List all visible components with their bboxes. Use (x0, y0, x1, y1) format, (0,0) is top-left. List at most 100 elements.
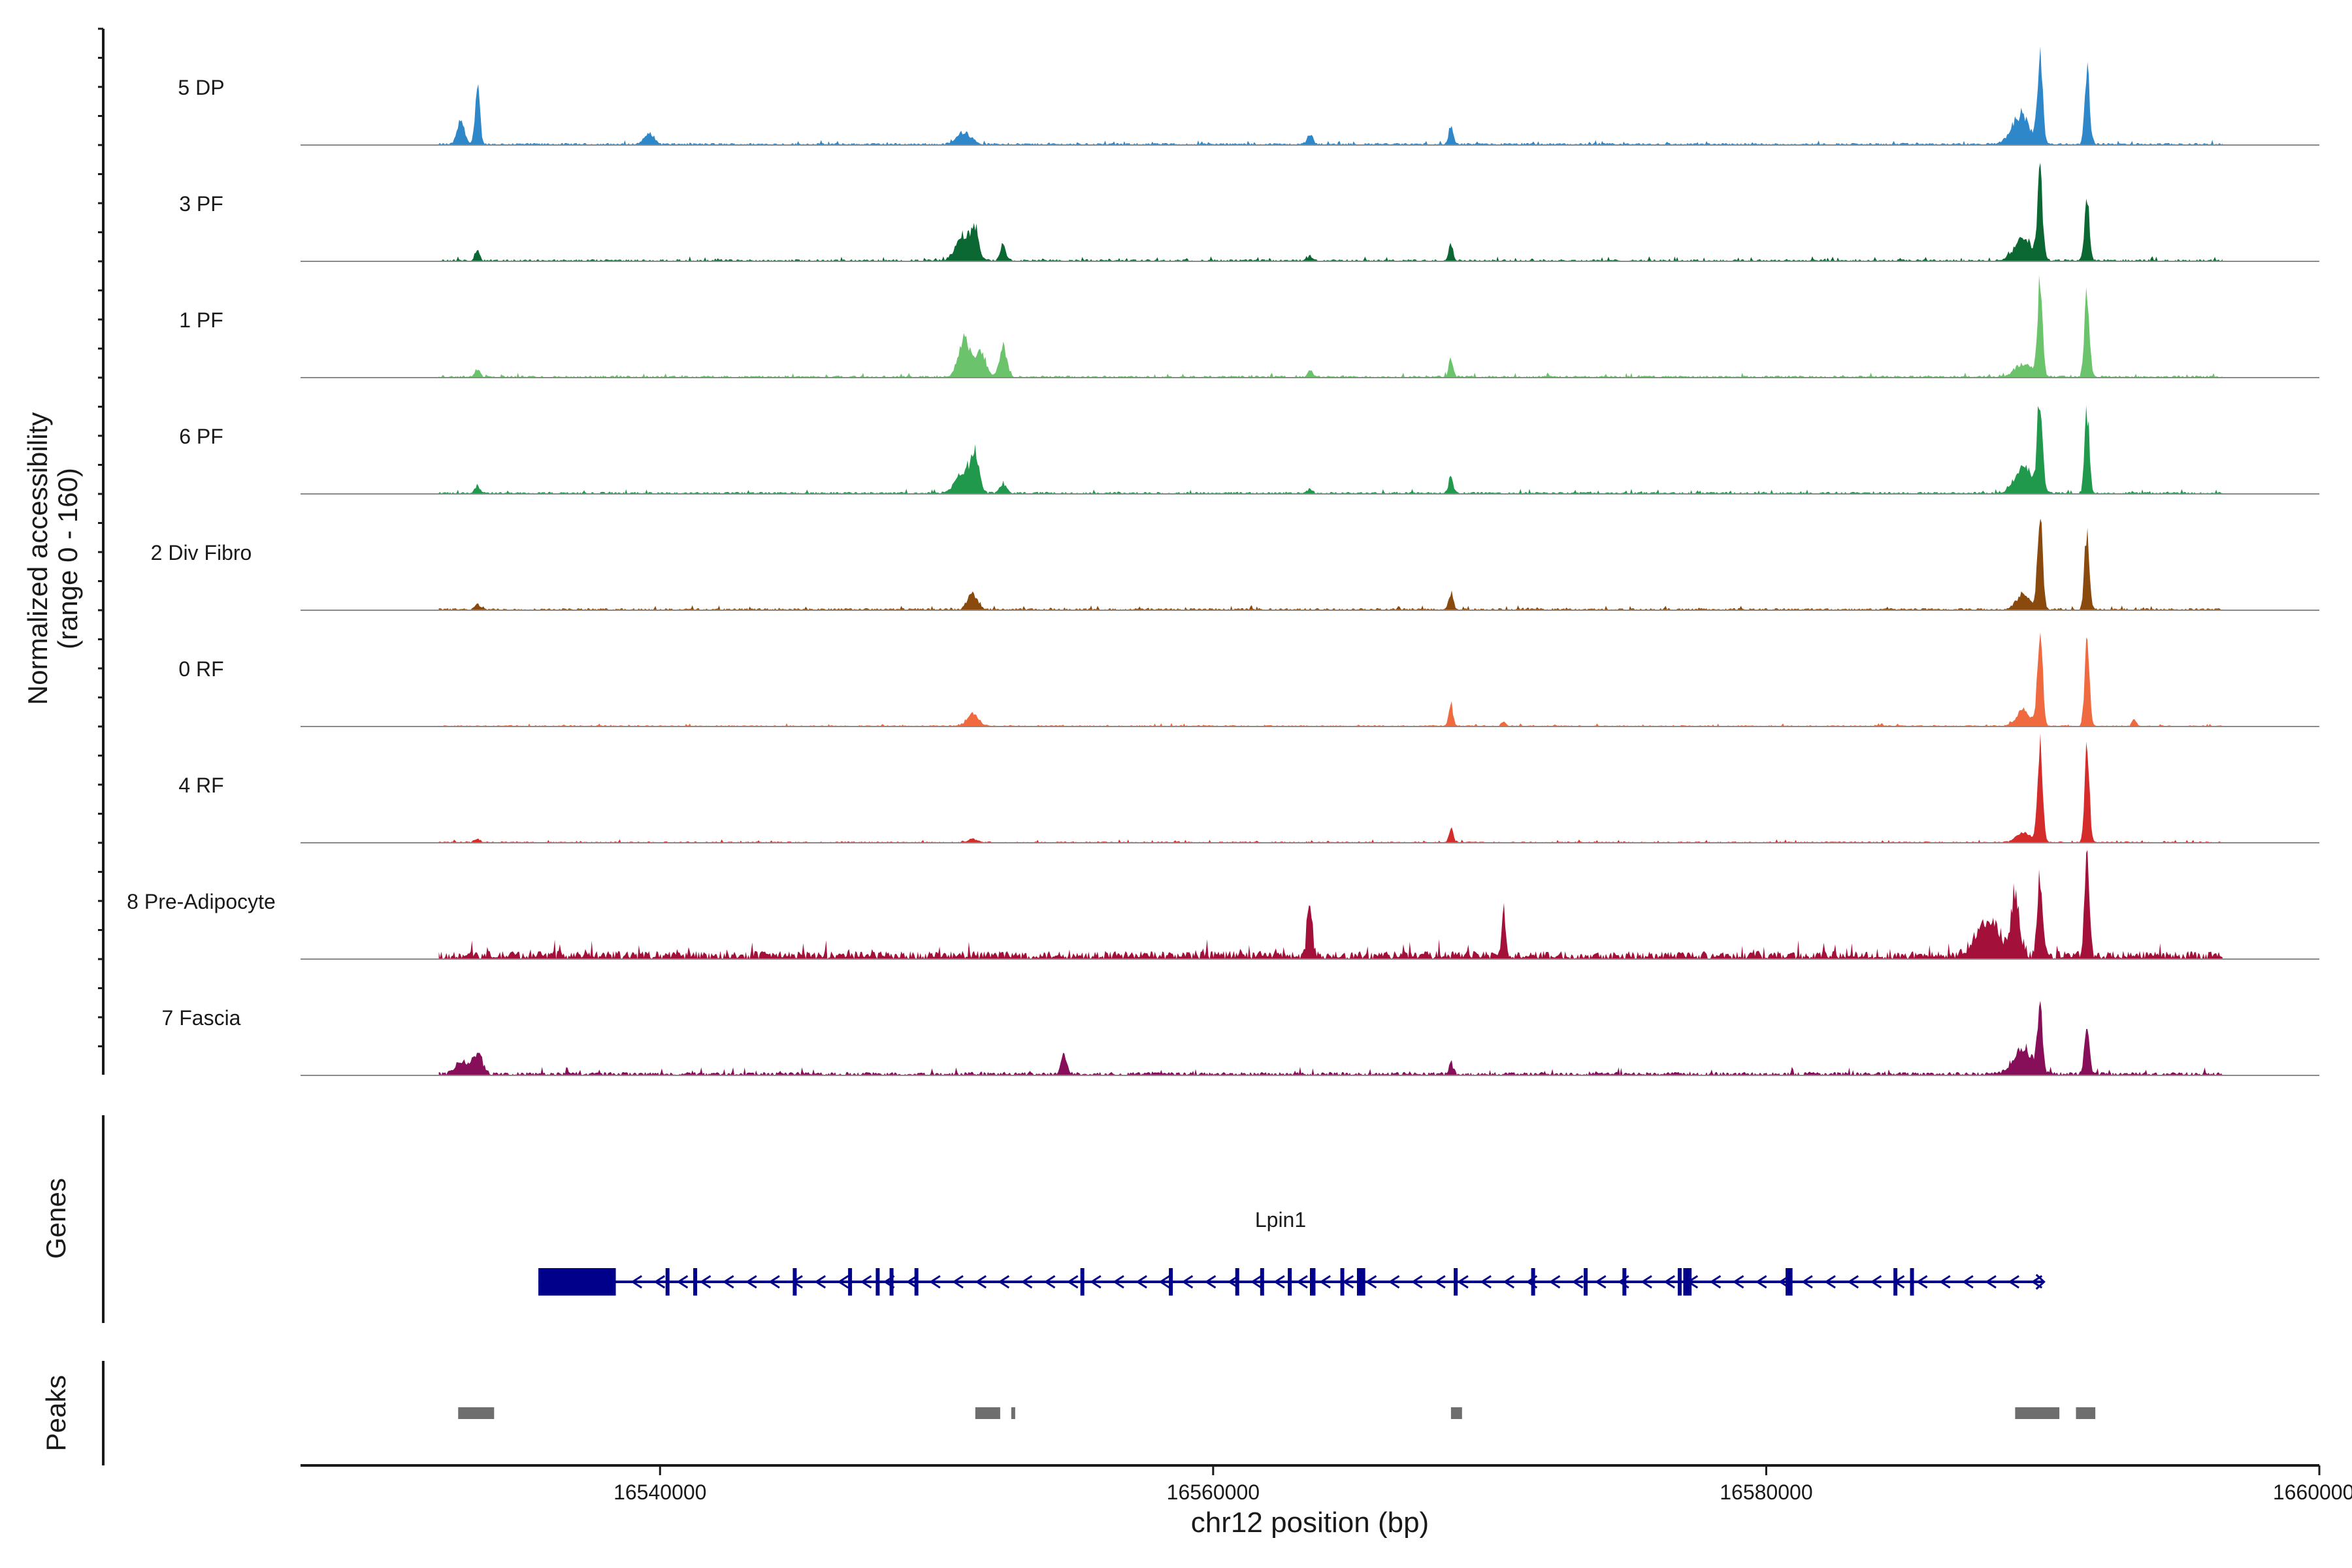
strand-arrow (1480, 1275, 1492, 1289)
peak-region (975, 1407, 1000, 1419)
gene-exon (1786, 1268, 1793, 1296)
strand-arrow (768, 1275, 780, 1289)
gene-exon (1356, 1268, 1365, 1296)
strand-arrow (998, 1275, 1010, 1289)
gene-utr-block (538, 1268, 616, 1296)
strand-arrow (906, 1275, 918, 1289)
y-axis-title: Normalized accessibility (22, 412, 53, 705)
strand-arrow (1250, 1275, 1262, 1289)
strand-arrow (1503, 1275, 1515, 1289)
strand-arrow (1388, 1275, 1400, 1289)
gene-exon (1584, 1268, 1588, 1296)
strand-arrow (1021, 1275, 1033, 1289)
peak-region (1450, 1407, 1462, 1419)
strand-arrow (676, 1275, 689, 1289)
x-tick-label: 16540000 (613, 1480, 706, 1504)
gene-exon (1235, 1268, 1239, 1296)
strand-arrow (1938, 1275, 1951, 1289)
strand-arrow (1066, 1275, 1079, 1289)
strand-arrow (1411, 1275, 1423, 1289)
strand-arrow (1916, 1275, 1928, 1289)
gene-exon (1288, 1268, 1292, 1296)
peak-region (2076, 1407, 2096, 1419)
gene-exon (1677, 1268, 1682, 1296)
strand-arrow (814, 1275, 826, 1289)
gene-track: Lpin1 (538, 1208, 2046, 1296)
track-label: 8 Pre-Adipocyte (127, 890, 276, 913)
gene-exon (1893, 1268, 1898, 1296)
gene-exon (1169, 1268, 1173, 1296)
coverage-area (438, 1000, 2223, 1075)
coverage-area (438, 632, 2223, 727)
strand-arrow (1824, 1275, 1836, 1289)
strand-arrow (1113, 1275, 1124, 1289)
x-tick-label: 16560000 (1167, 1480, 1260, 1504)
strand-arrow (1296, 1275, 1308, 1289)
gene-exon (1310, 1268, 1316, 1296)
strand-arrow (1457, 1275, 1469, 1289)
gene-exon (1454, 1268, 1458, 1296)
strand-arrow (1158, 1275, 1171, 1289)
peaks-panel-label: Peaks (41, 1375, 71, 1452)
gene-exon (665, 1268, 670, 1296)
strand-arrow (2008, 1275, 2019, 1289)
strand-arrow (929, 1275, 941, 1289)
gene-exon (1260, 1268, 1264, 1296)
strand-arrow (1870, 1275, 1882, 1289)
gene-label: Lpin1 (1255, 1208, 1306, 1232)
strand-arrow (1434, 1275, 1446, 1289)
peak-region (458, 1407, 495, 1419)
x-tick-label: 16600000 (2273, 1480, 2352, 1504)
strand-arrow (1962, 1275, 1974, 1289)
strand-arrow (1709, 1275, 1722, 1289)
strand-arrow (1985, 1275, 1997, 1289)
track-label: 2 Div Fibro (151, 541, 252, 564)
x-axis: 16540000 16560000 16580000 16600000 (301, 1464, 2352, 1504)
coverage-area (438, 849, 2223, 959)
strand-arrow (1548, 1275, 1561, 1289)
gene-exon (1622, 1268, 1627, 1296)
track-label: 4 RF (178, 774, 223, 797)
strand-arrow (1755, 1275, 1767, 1289)
coverage-area (438, 518, 2223, 610)
gene-end-tick (2035, 1273, 2046, 1290)
strand-arrow (745, 1275, 757, 1289)
strand-arrow (1135, 1275, 1147, 1289)
y-axis-range-label: (range 0 - 160) (52, 468, 83, 649)
gene-exon (875, 1268, 880, 1296)
coverage-tracks: 5 DP 3 PF 1 PF 6 PF 2 Div Fibro 0 RF 4 RF 8 Pre… (127, 46, 2319, 1076)
strand-arrow (1663, 1275, 1675, 1289)
coverage-area (438, 275, 2223, 378)
y-axis (98, 27, 105, 1075)
track-label: 1 PF (179, 308, 223, 332)
strand-arrow (860, 1275, 872, 1289)
gene-exon (914, 1268, 919, 1296)
track-label: 3 PF (179, 192, 223, 216)
gene-exon (792, 1268, 797, 1296)
strand-arrow (1043, 1275, 1056, 1289)
strand-arrow (1090, 1275, 1102, 1289)
gene-exon (1080, 1268, 1085, 1296)
strand-arrow (722, 1275, 734, 1289)
strand-arrow (1641, 1275, 1652, 1289)
gene-exon (1683, 1268, 1692, 1296)
strand-arrow (1801, 1275, 1813, 1289)
x-axis-title: chr12 position (bp) (1191, 1507, 1429, 1539)
genes-panel-label: Genes (41, 1178, 71, 1259)
gene-exon (1340, 1268, 1345, 1296)
strand-arrow (1594, 1275, 1607, 1289)
gene-exon (889, 1268, 894, 1296)
peak-track (458, 1407, 2096, 1419)
strand-arrow (1204, 1275, 1217, 1289)
coverage-area (438, 163, 2223, 261)
track-label: 7 Fascia (162, 1006, 241, 1030)
coverage-area (438, 405, 2223, 494)
strand-arrow (699, 1275, 711, 1289)
strand-arrow (1319, 1275, 1331, 1289)
track-label: 5 DP (178, 76, 224, 99)
track-label: 0 RF (178, 657, 223, 681)
track-label: 6 PF (179, 425, 223, 448)
strand-arrow (1273, 1275, 1285, 1289)
